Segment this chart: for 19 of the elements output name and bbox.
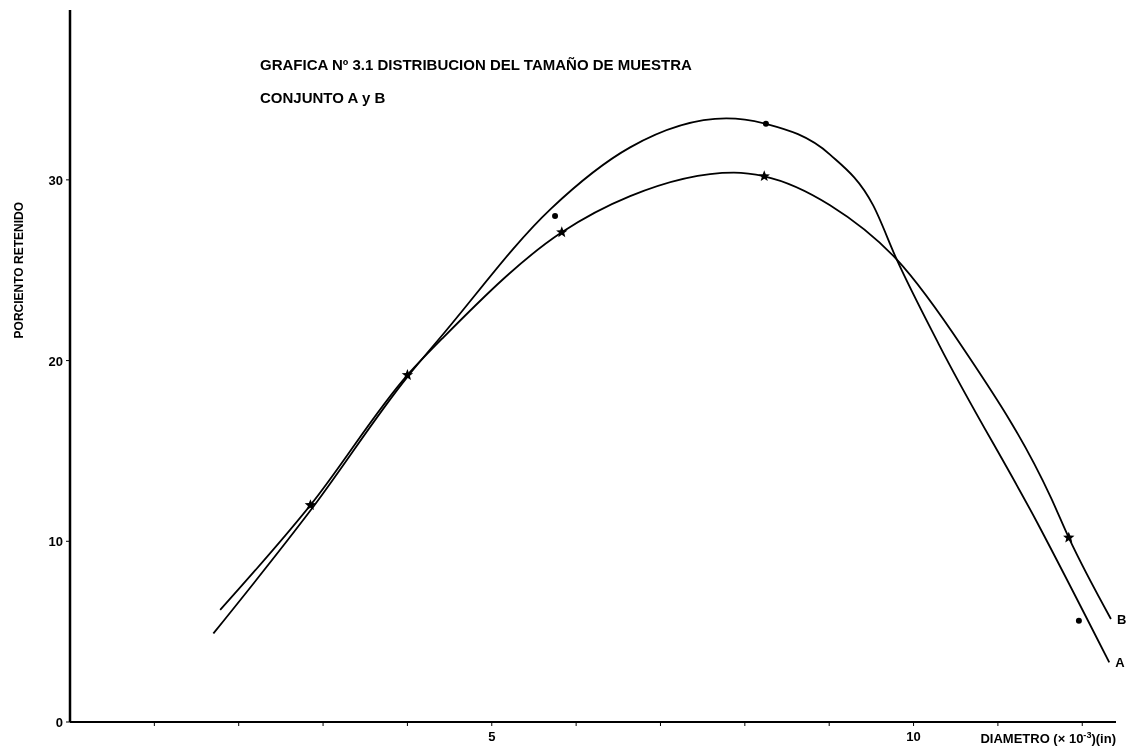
series-label: A: [1115, 655, 1126, 671]
point: [1063, 531, 1075, 543]
point: [556, 226, 568, 238]
text: GRAFICA Nº 3.1 DISTRIBUCION DEL TAMAÑO DE MUESTRA: [260, 56, 693, 73]
line-series: [212, 117, 1111, 664]
y-tick-label: 10: [48, 534, 63, 550]
point: [758, 170, 770, 182]
x-axis-title: DIAMETRO (× 10$^{-3}$)(in): [980, 730, 1116, 746]
series-label: B: [1116, 611, 1127, 627]
y-tick-label: 0: [55, 715, 63, 730]
x-tick-label: 5: [488, 729, 496, 744]
text: CONJUNTO A y B: [260, 89, 386, 106]
point: [762, 120, 769, 127]
point: [401, 369, 414, 380]
y-tick-label: 20: [48, 353, 63, 369]
point: [552, 213, 559, 220]
point: [1075, 617, 1082, 624]
y-axis-title: PORCIENTO RETENIDO: [12, 201, 26, 339]
y-tick-label: 30: [48, 172, 63, 188]
